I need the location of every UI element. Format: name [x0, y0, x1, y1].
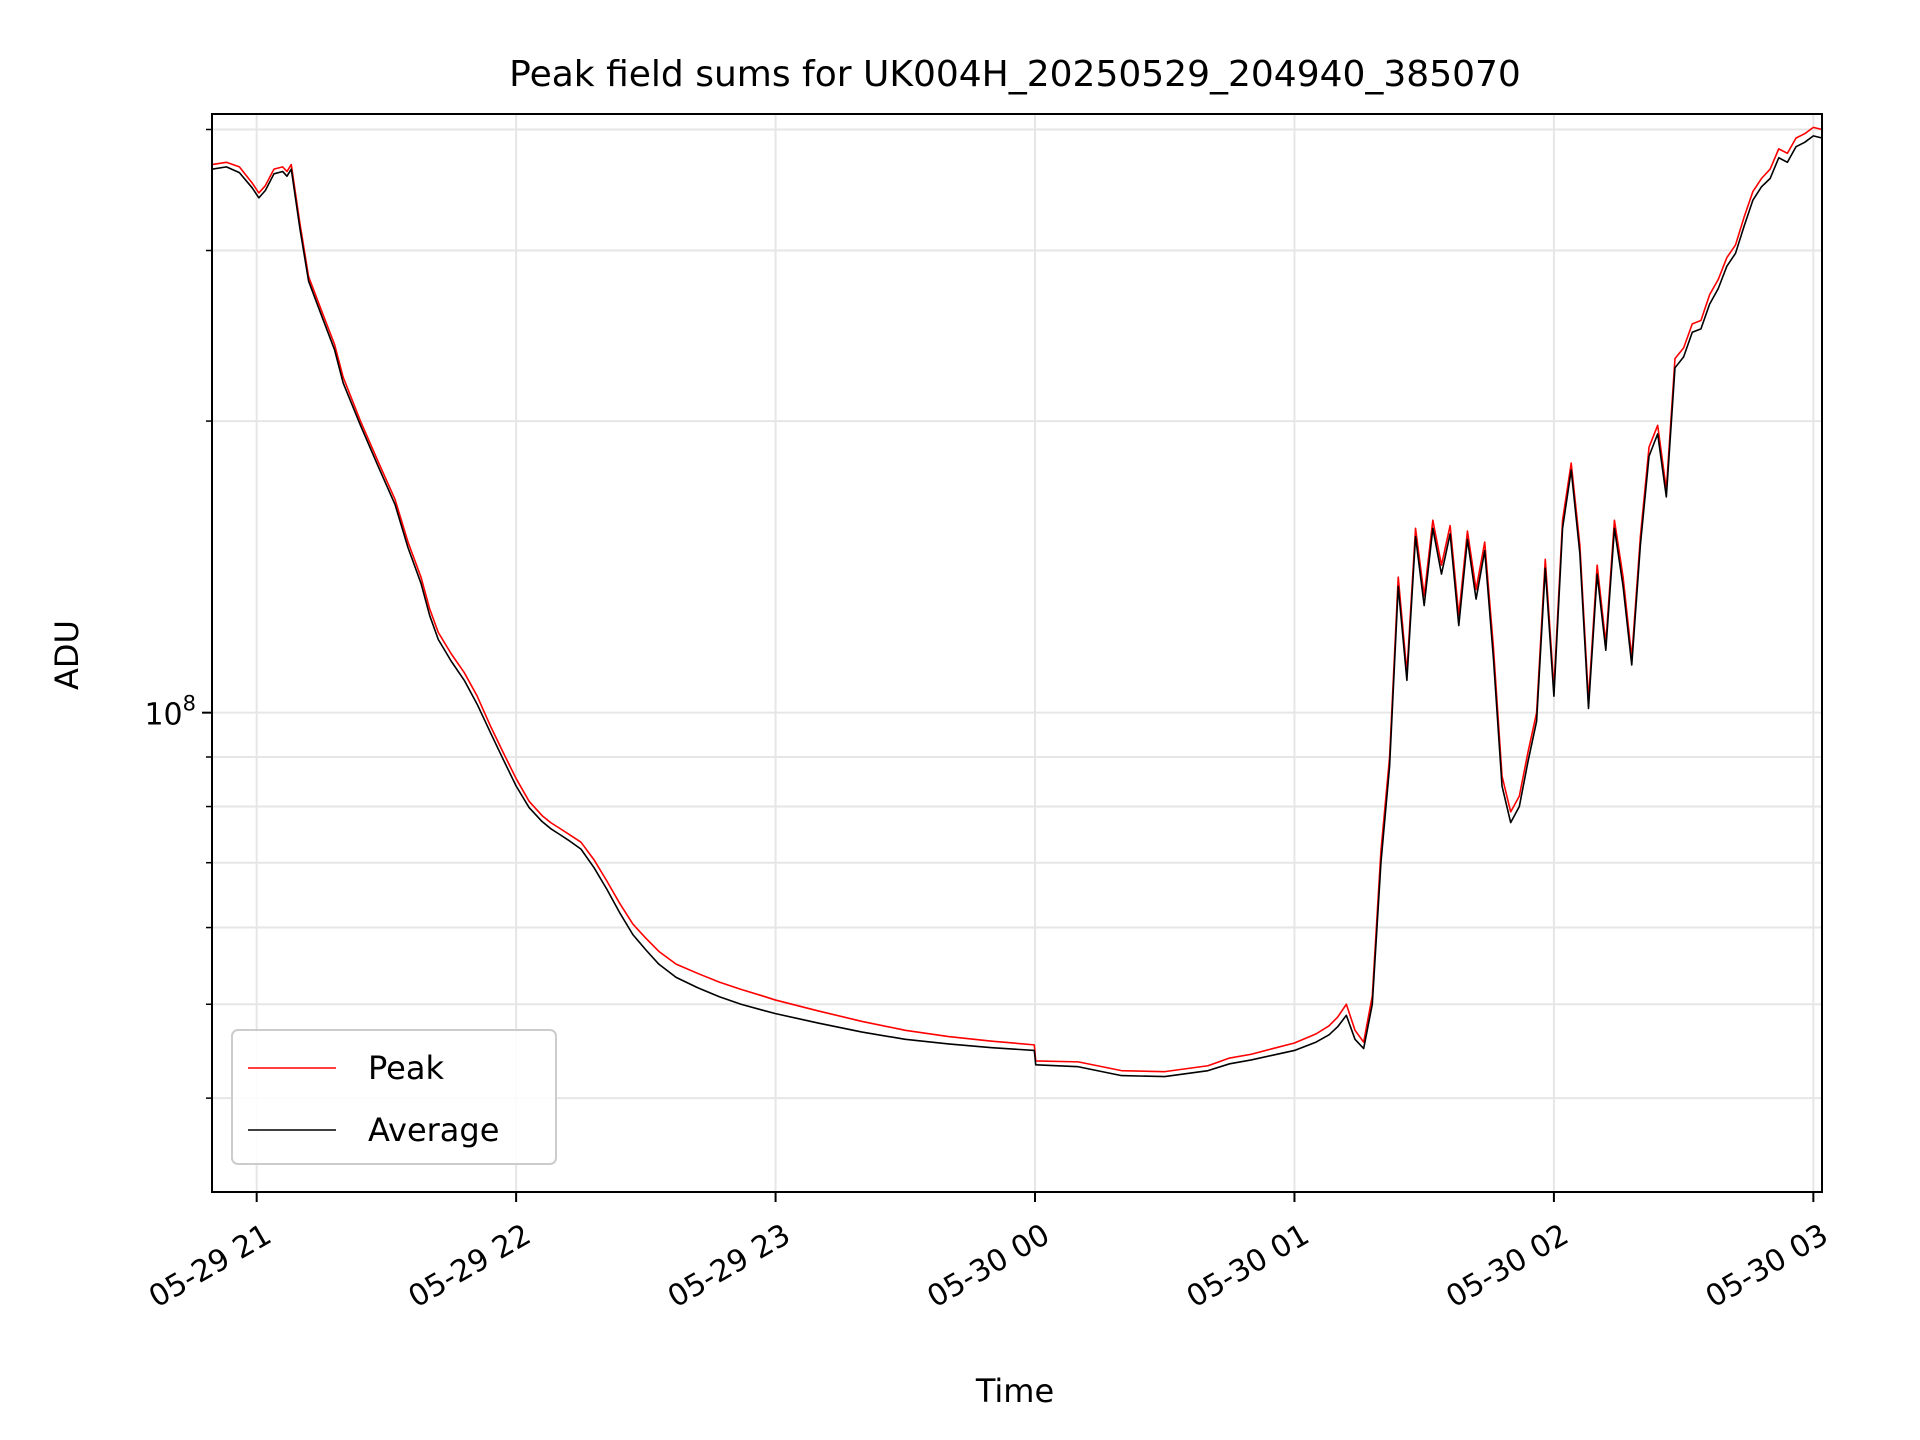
- axes-frame: [211, 113, 1823, 1193]
- y-axis-label: ADU: [48, 620, 86, 690]
- x-axis-label: Time: [975, 1372, 1054, 1410]
- grid: [212, 114, 1822, 1192]
- series-layer: [211, 126, 1823, 1078]
- chart-title: Peak field sums for UK004H_20250529_2049…: [509, 54, 1521, 95]
- series-line-peak: [211, 126, 1823, 1073]
- legend-label-peak: Peak: [368, 1049, 444, 1087]
- legend-label-average: Average: [368, 1111, 499, 1149]
- legend: Peak Average: [231, 1029, 557, 1165]
- y-tick-label: 108: [144, 692, 196, 733]
- series-line-average: [211, 135, 1823, 1078]
